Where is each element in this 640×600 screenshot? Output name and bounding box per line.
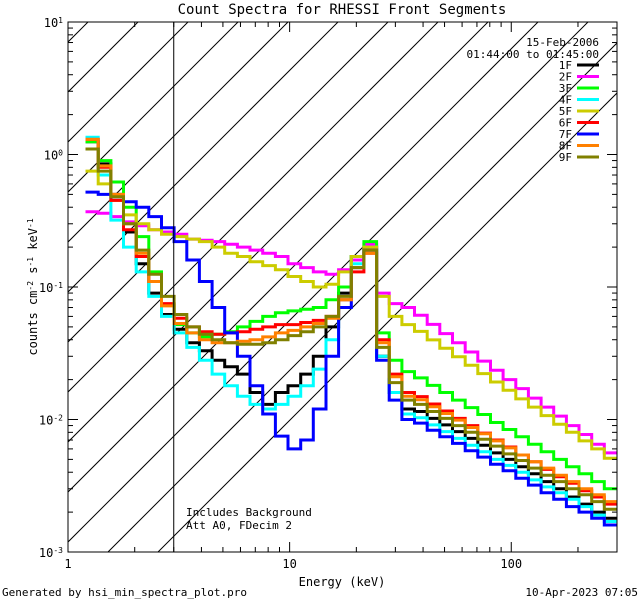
x-tick-label: 100 [500,557,522,571]
x-tick-label: 1 [64,557,71,571]
hatch-line [157,92,617,552]
x-axis-label: Energy (keV) [299,575,386,589]
hatch-line [68,22,289,243]
legend-label-9F: 9F [559,151,572,164]
y-tick-label: 10-2 [39,413,63,428]
y-tick-exponent: -1 [53,281,63,290]
legend-label-6F: 6F [559,117,572,130]
hatch-line [68,22,489,443]
y-tick-label: 101 [44,16,63,31]
legend-label-3F: 3F [559,82,572,95]
y-label-part-2: s [26,267,40,281]
annotation-background: Includes Background [186,506,312,519]
y-axis-label: counts cm-2 s-1 keV-1 [26,218,41,355]
series-8F-line [85,137,617,504]
y-label-part-3: keV [26,228,40,257]
y-tick-base: 10 [39,546,53,560]
y-tick-label: 10-1 [39,281,63,296]
legend-label-5F: 5F [559,105,572,118]
footer-timestamp: 10-Apr-2023 07:05 [525,586,638,599]
legend-label-7F: 7F [559,128,572,141]
legend-label-4F: 4F [559,94,572,107]
y-tick-base: 10 [39,281,53,295]
y-tick-label: 10-3 [39,546,63,561]
y-tick-exponent: -2 [53,413,63,422]
legend-label-1F: 1F [559,59,572,72]
series-9F-line [85,147,617,511]
y-tick-label: 100 [44,148,63,163]
hatch-line [68,22,239,193]
y-label-exp-2: -1 [26,257,35,267]
y-tick-base: 10 [44,149,58,163]
hatch-line [107,42,617,552]
footer-generated-by: Generated by hsi_min_spectra_plot.pro [2,586,247,599]
series-2F-line [85,210,617,455]
y-tick-base: 10 [44,16,58,30]
legend-label-8F: 8F [559,140,572,153]
hatch-line [68,22,389,343]
y-tick-base: 10 [39,414,53,428]
hatch-line [68,22,189,143]
legend-label-2F: 2F [559,71,572,84]
y-tick-exponent: 1 [58,16,63,25]
y-tick-exponent: 0 [58,148,63,157]
y-label-part-1: counts cm [26,291,40,356]
hatch-line [68,22,439,393]
date-label: 15-Feb-2006 [526,36,599,49]
hatch-line [68,22,539,493]
annotation-attenuator: Att A0, FDecim 2 [186,519,292,532]
y-label-exp-3: -1 [26,218,35,228]
y-label-exp-1: -2 [26,281,35,291]
time-range-label: 01:44:00 to 01:45:00 [467,48,599,61]
y-tick-exponent: -3 [53,546,63,555]
chart-title: Count Spectra for RHESSI Front Segments [178,2,507,18]
x-tick-label: 10 [282,557,296,571]
